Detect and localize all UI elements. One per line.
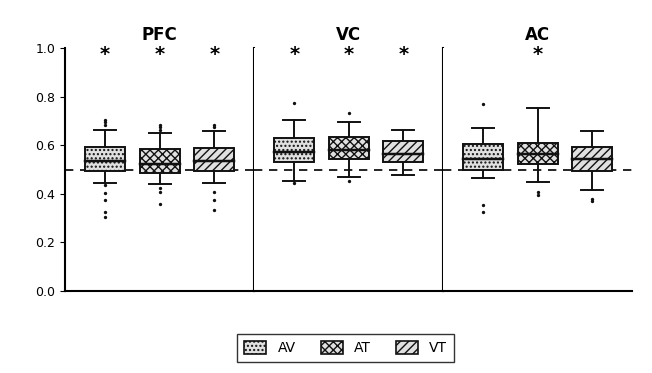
Bar [274, 138, 314, 163]
Bar [464, 144, 503, 170]
Bar [194, 148, 234, 171]
Bar [329, 137, 369, 159]
Bar [383, 141, 423, 163]
Bar [140, 149, 180, 173]
Bar [85, 147, 125, 171]
Title: AC: AC [526, 26, 550, 44]
Text: *: * [100, 45, 110, 64]
Text: *: * [209, 45, 219, 64]
Text: *: * [398, 45, 408, 64]
Text: *: * [289, 45, 299, 64]
Text: *: * [533, 45, 543, 64]
Title: VC: VC [336, 26, 361, 44]
Text: *: * [155, 45, 165, 64]
Title: PFC: PFC [142, 26, 177, 44]
Legend: AV, AT, VT: AV, AT, VT [237, 334, 454, 362]
Bar [518, 143, 558, 164]
Text: *: * [344, 45, 354, 64]
Bar [572, 147, 612, 171]
